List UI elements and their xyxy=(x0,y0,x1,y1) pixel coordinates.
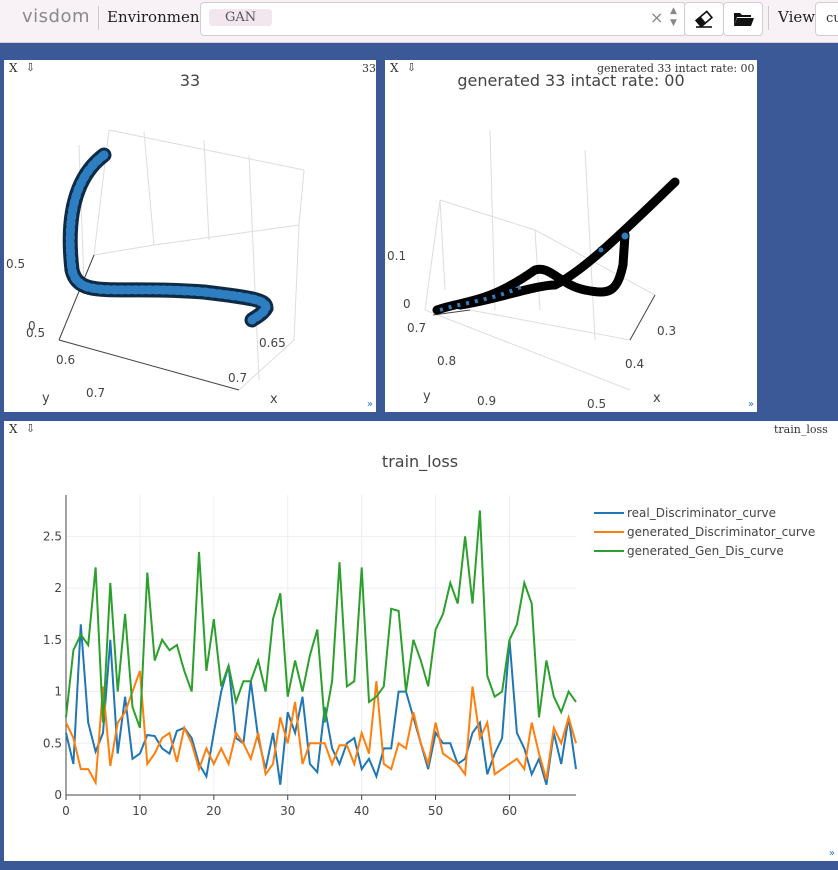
y-tick: 0.7 xyxy=(86,386,105,400)
toolbar-divider xyxy=(98,6,99,30)
y-tick-label: 1.5 xyxy=(43,633,62,647)
y-axis-label: y xyxy=(42,391,50,406)
y-axis-label: y xyxy=(423,389,431,404)
resize-icon[interactable]: » xyxy=(747,399,754,410)
axis-lines xyxy=(58,254,240,391)
y-tick-label: 0 xyxy=(54,788,62,802)
toolbar-divider xyxy=(768,6,769,30)
x-tick-label: 30 xyxy=(280,804,295,818)
x-axis-label: x xyxy=(270,392,278,407)
spin-down-icon[interactable]: ▼ xyxy=(670,18,677,28)
x-tick: 0.3 xyxy=(657,324,676,338)
axis-tick-labels: 0.5 0 0.5 0.6 0.7 0.65 0.7 y x xyxy=(6,257,286,407)
close-icon[interactable]: X xyxy=(9,422,18,436)
y-tick: 0.8 xyxy=(437,354,456,368)
environment-select[interactable]: GAN × ▲ ▼ xyxy=(200,2,686,36)
environment-label: Environment xyxy=(107,8,206,26)
clear-icon[interactable]: × xyxy=(650,8,664,27)
view-label: View xyxy=(778,8,816,26)
y-tick-label: 0.5 xyxy=(43,736,62,750)
z-tick: 0 xyxy=(403,297,411,311)
point-cloud-highlights xyxy=(65,150,271,325)
manage-env-button[interactable] xyxy=(723,2,763,36)
env-spinner[interactable]: ▲ ▼ xyxy=(670,5,677,29)
close-icon[interactable]: X xyxy=(390,61,399,75)
x-tick-label: 40 xyxy=(354,804,369,818)
x-tick-label: 60 xyxy=(502,804,517,818)
x-tick-label: 50 xyxy=(428,804,443,818)
eraser-icon xyxy=(694,10,714,28)
x-tick: 0.65 xyxy=(259,336,286,350)
x-tick-label: 10 xyxy=(132,804,147,818)
chart-title: train_loss xyxy=(382,452,458,472)
y-tick-label: 2 xyxy=(54,581,62,595)
x-tick: 0.7 xyxy=(228,371,247,385)
train-loss-chart[interactable]: train_loss 0 0.5 1 1.5 2 2.5 0 10 20 30 40 50 60 rea… xyxy=(4,421,838,861)
plot-title: generated 33 intact rate: 00 xyxy=(457,71,684,90)
z-tick: 0.1 xyxy=(387,249,406,263)
series-line-generated_Gen_Dis_curve xyxy=(65,510,577,729)
pane-title: generated 33 intact rate: 00 xyxy=(597,62,755,75)
legend-entry[interactable]: generated_Discriminator_curve xyxy=(627,525,815,539)
scatter-3d-plot[interactable]: generated 33 intact rate: 00 0.1 0 0.7 0… xyxy=(385,60,757,412)
pane-title: train_loss xyxy=(774,423,828,436)
point-marker xyxy=(620,231,630,241)
app-logo: visdom xyxy=(22,6,91,27)
folder-open-icon xyxy=(734,13,754,26)
y-tick: 0.7 xyxy=(407,321,426,335)
series-line-generated_Discriminator_curve xyxy=(65,670,577,787)
z-tick: 0.5 xyxy=(6,257,25,271)
top-toolbar: visdom Environment GAN × ▲ ▼ View cu xyxy=(0,0,838,43)
pane-header: X ⇩ generated 33 intact rate: 00 xyxy=(385,60,757,76)
download-icon[interactable]: ⇩ xyxy=(26,61,36,74)
x-axis-label: x xyxy=(653,391,661,406)
legend-entry[interactable]: real_Discriminator_curve xyxy=(627,506,776,520)
legend-entry[interactable]: generated_Gen_Dis_curve xyxy=(627,544,784,558)
x-tick-label: 0 xyxy=(62,804,70,818)
pane-train-loss[interactable]: X ⇩ train_loss train_loss 0 0.5 1 1.5 2 2.5 0 1… xyxy=(4,421,838,861)
plot-title: 33 xyxy=(180,71,200,90)
axis-lines xyxy=(432,294,656,341)
spin-up-icon[interactable]: ▲ xyxy=(670,6,677,16)
pane-header: X ⇩ train_loss xyxy=(4,421,838,437)
y-tick-label: 1 xyxy=(54,685,62,699)
chart-series xyxy=(65,510,577,787)
y-tick: 0.5 xyxy=(26,326,45,340)
pane-scatter-33[interactable]: X ⇩ 33 33 0.5 0 0.5 0.6 0.7 0 xyxy=(4,60,376,412)
download-icon[interactable]: ⇩ xyxy=(26,422,36,435)
series-line-real_Discriminator_curve xyxy=(65,624,577,785)
view-select[interactable]: cu xyxy=(815,2,838,36)
x-tick: 0.4 xyxy=(625,357,644,371)
pane-title: 33 xyxy=(362,62,376,75)
y-tick: 0.6 xyxy=(56,353,75,367)
download-icon[interactable]: ⇩ xyxy=(407,61,417,74)
x-tick-label: 20 xyxy=(206,804,221,818)
point-marker xyxy=(597,246,605,254)
pane-header: X ⇩ 33 xyxy=(4,60,376,76)
axis-tick-labels: 0.1 0 0.7 0.8 0.9 0.3 0.4 0.5 y x xyxy=(387,249,676,411)
close-icon[interactable]: X xyxy=(9,61,18,75)
resize-icon[interactable]: » xyxy=(828,848,835,859)
chart-grid xyxy=(65,495,576,796)
chart-axes: 0 0.5 1 1.5 2 2.5 0 10 20 30 40 50 60 xyxy=(43,495,576,818)
clear-env-button[interactable] xyxy=(684,2,724,36)
point-trail-a xyxy=(432,230,630,315)
pane-scatter-generated[interactable]: X ⇩ generated 33 intact rate: 00 generat… xyxy=(385,60,757,412)
y-tick: 0.9 xyxy=(477,394,496,408)
z-tick: 0 xyxy=(28,319,36,333)
scatter-3d-plot[interactable]: 33 0.5 0 0.5 0.6 0.7 0.65 0.7 y xyxy=(4,60,376,412)
resize-icon[interactable]: » xyxy=(366,399,373,410)
x-tick: 0.5 xyxy=(587,397,606,411)
y-tick-label: 2.5 xyxy=(43,529,62,543)
chart-legend: real_Discriminator_curve generated_Discri… xyxy=(594,506,815,558)
point-trail-b xyxy=(455,177,680,310)
view-value: cu xyxy=(826,11,838,26)
environment-tag[interactable]: GAN xyxy=(209,9,273,26)
